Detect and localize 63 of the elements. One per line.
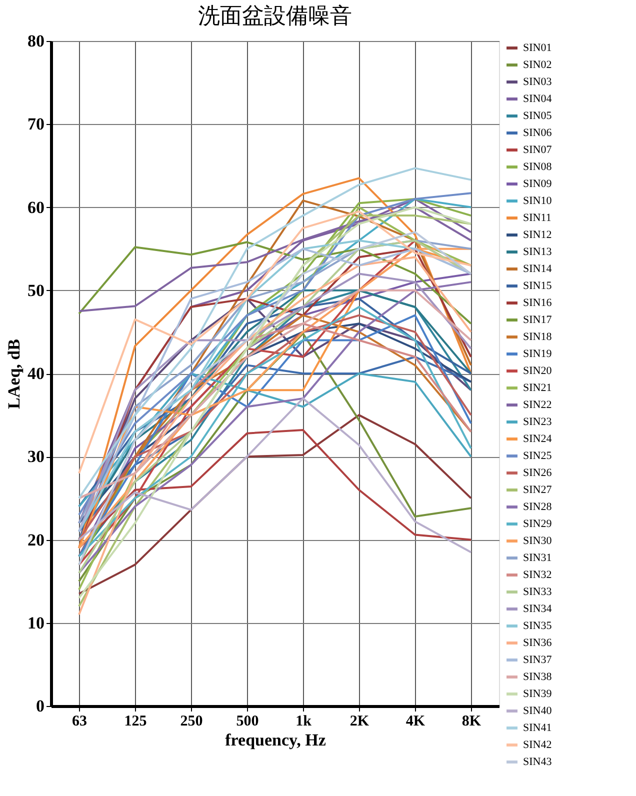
x-tick-label: 250: [180, 714, 203, 730]
legend-label: SIN08: [523, 161, 552, 173]
y-tick-label: 50: [28, 280, 44, 300]
legend-label: SIN30: [523, 535, 552, 547]
legend-label: SIN41: [523, 722, 552, 734]
legend-label: SIN21: [523, 382, 552, 394]
x-tick-label: 2K: [350, 714, 370, 730]
legend-label: SIN26: [523, 467, 552, 479]
y-tick-label: 60: [28, 198, 44, 217]
legend-label: SIN42: [523, 739, 552, 751]
x-tick-label: 8K: [462, 714, 482, 730]
legend-label: SIN36: [523, 637, 552, 649]
legend-label: SIN24: [523, 433, 552, 445]
y-tick-label: 80: [28, 32, 44, 50]
legend-label: SIN14: [523, 263, 552, 275]
y-tick-label: 40: [28, 364, 44, 383]
legend-label: SIN06: [523, 127, 552, 139]
y-axis-title: LAeq, dB: [4, 339, 24, 409]
legend-label: SIN35: [523, 620, 552, 632]
x-tick-label: 4K: [406, 714, 426, 730]
legend-label: SIN27: [523, 484, 552, 496]
legend-label: SIN15: [523, 280, 552, 292]
legend-label: SIN16: [523, 297, 552, 309]
x-axis-title: frequency, Hz: [225, 730, 326, 750]
legend-label: SIN05: [523, 110, 552, 122]
y-tick-label: 0: [36, 696, 44, 716]
legend-label: SIN32: [523, 569, 552, 581]
legend-label: SIN19: [523, 348, 552, 360]
legend-label: SIN43: [523, 756, 552, 768]
legend-label: SIN34: [523, 603, 552, 615]
legend-label: SIN10: [523, 195, 552, 207]
legend-label: SIN23: [523, 416, 552, 428]
y-tick-label: 10: [28, 613, 44, 632]
legend-label: SIN07: [523, 144, 552, 156]
x-tick-label: 1k: [296, 714, 312, 730]
legend-label: SIN25: [523, 450, 552, 462]
legend-label: SIN29: [523, 518, 552, 530]
y-tick-label: 30: [28, 447, 44, 466]
legend-label: SIN02: [523, 59, 552, 71]
y-tick-label: 20: [28, 530, 44, 550]
legend-label: SIN20: [523, 365, 552, 377]
chart-title: 洗面盆設備噪音: [198, 3, 352, 28]
legend-label: SIN12: [523, 229, 552, 241]
legend-label: SIN37: [523, 654, 552, 666]
legend-label: SIN40: [523, 705, 552, 717]
legend-label: SIN28: [523, 501, 552, 513]
legend-label: SIN22: [523, 399, 552, 411]
x-tick-label: 125: [124, 714, 147, 730]
legend-label: SIN11: [523, 212, 552, 224]
y-tick-label: 70: [28, 114, 44, 134]
legend-label: SIN01: [523, 42, 552, 54]
legend-label: SIN39: [523, 688, 552, 700]
legend-label: SIN38: [523, 671, 552, 683]
legend-label: SIN17: [523, 314, 552, 326]
legend-label: SIN33: [523, 586, 552, 598]
legend-label: SIN18: [523, 331, 552, 343]
legend-label: SIN04: [523, 93, 552, 105]
legend-label: SIN31: [523, 552, 552, 564]
x-tick-label: 500: [236, 714, 259, 730]
x-tick-label: 63: [72, 714, 87, 730]
legend-label: SIN09: [523, 178, 552, 190]
legend-label: SIN13: [523, 246, 552, 258]
legend-label: SIN03: [523, 76, 552, 88]
